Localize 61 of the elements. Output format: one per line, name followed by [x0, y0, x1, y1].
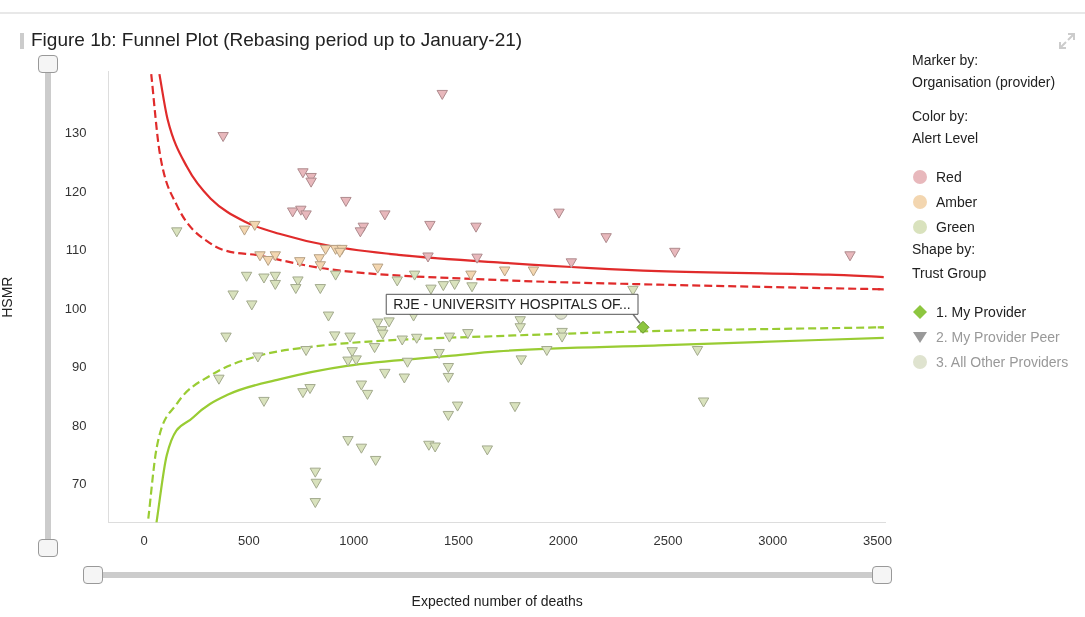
x-tick-label: 1000 — [339, 532, 369, 548]
point — [238, 225, 251, 236]
point — [424, 220, 436, 231]
point — [294, 257, 306, 268]
y-tick-label: 70 — [72, 476, 87, 492]
legend-label: Green — [936, 218, 975, 235]
legend-label: Amber — [936, 193, 978, 210]
x-axis-title: Expected number of deaths — [411, 593, 583, 610]
point — [379, 210, 391, 221]
text: Color by: — [912, 108, 970, 126]
text: 2. My Provider Peer — [936, 328, 1060, 345]
point — [269, 251, 281, 262]
point — [372, 263, 384, 274]
point — [565, 258, 578, 269]
y-tick-label: 120 — [64, 183, 87, 199]
x-tick-label: 3000 — [758, 532, 788, 548]
x-tick-label: 2500 — [653, 532, 683, 548]
annotation: RJE - UNIVERSITY HOSPITALS OF... — [393, 296, 631, 313]
point — [471, 253, 483, 264]
legend-label: 3. All Other Providers — [936, 353, 1069, 370]
point — [669, 247, 681, 258]
text: Shape by: — [912, 241, 977, 259]
point — [297, 168, 309, 179]
point — [465, 270, 477, 281]
legend-label: Red — [936, 168, 962, 185]
y-tick-label: 130 — [64, 125, 87, 141]
x-tick-label: 2000 — [548, 532, 578, 548]
point — [249, 220, 261, 231]
point — [305, 177, 317, 188]
point — [527, 266, 540, 277]
point — [600, 233, 612, 244]
point — [354, 227, 367, 238]
y-tick-label: 110 — [65, 242, 87, 258]
y-tick-label: 100 — [64, 300, 87, 316]
y-tick-label: 80 — [72, 417, 87, 433]
point — [499, 266, 511, 277]
point — [217, 132, 229, 143]
point — [636, 320, 650, 334]
text: Marker by: — [912, 52, 980, 70]
point — [314, 261, 327, 272]
text: Alert Level — [912, 130, 980, 148]
text: Trust Group — [912, 265, 988, 283]
point — [262, 255, 274, 266]
point — [340, 196, 352, 207]
point — [319, 244, 332, 255]
point — [470, 222, 482, 233]
x-tick-label: 0 — [140, 532, 148, 548]
x-tick-label: 3500 — [863, 532, 892, 548]
text: Organisation (provider) — [912, 74, 1057, 92]
point — [300, 210, 312, 221]
chart-title: Figure 1b: Funnel Plot (Rebasing period up to January-21) — [31, 29, 523, 51]
point — [844, 251, 856, 262]
point — [254, 251, 266, 262]
y-tick-label: 90 — [72, 359, 87, 375]
point — [553, 208, 565, 219]
point — [422, 252, 434, 263]
y-axis-title: HSMR — [0, 276, 16, 318]
legend-label: 1. My Provider — [936, 303, 1027, 320]
x-tick-label: 1500 — [443, 532, 473, 548]
x-tick-label: 500 — [238, 532, 260, 548]
point — [436, 89, 448, 100]
